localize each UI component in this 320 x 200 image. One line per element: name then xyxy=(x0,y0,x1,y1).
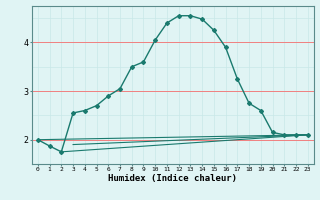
X-axis label: Humidex (Indice chaleur): Humidex (Indice chaleur) xyxy=(108,174,237,183)
